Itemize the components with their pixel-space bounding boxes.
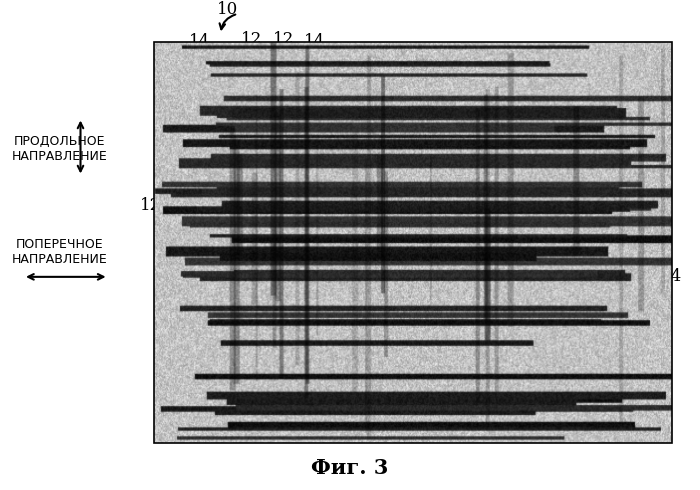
Text: 14: 14 bbox=[304, 33, 326, 50]
Text: 12: 12 bbox=[241, 31, 262, 48]
Text: Фиг. 3: Фиг. 3 bbox=[312, 458, 388, 478]
Text: 12: 12 bbox=[140, 197, 161, 214]
Text: 12: 12 bbox=[228, 430, 248, 447]
Text: 14: 14 bbox=[662, 269, 682, 285]
Text: 10: 10 bbox=[217, 1, 238, 18]
Text: 12: 12 bbox=[273, 31, 294, 48]
Text: ПОПЕРЕЧНОЕ
НАПРАВЛЕНИЕ: ПОПЕРЕЧНОЕ НАПРАВЛЕНИЕ bbox=[12, 238, 107, 267]
Text: 14: 14 bbox=[189, 33, 210, 50]
Text: ПРОДОЛЬНОЕ
НАПРАВЛЕНИЕ: ПРОДОЛЬНОЕ НАПРАВЛЕНИЕ bbox=[12, 135, 107, 164]
Bar bbox=[154, 42, 672, 443]
